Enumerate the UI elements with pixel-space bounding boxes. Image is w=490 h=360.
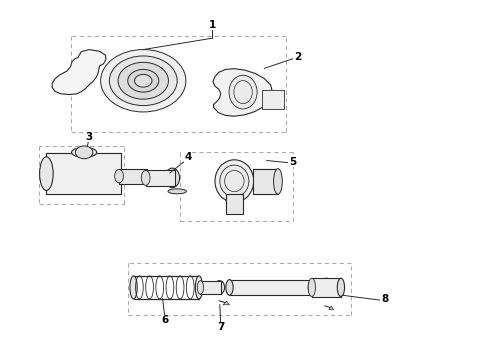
Ellipse shape (226, 280, 233, 295)
Text: 3: 3 (85, 132, 93, 142)
Bar (119, 168, 147, 184)
Ellipse shape (308, 278, 316, 297)
Ellipse shape (141, 170, 150, 185)
Ellipse shape (215, 160, 254, 202)
Ellipse shape (40, 157, 53, 190)
Text: 2: 2 (294, 51, 301, 62)
Ellipse shape (196, 276, 202, 299)
Polygon shape (223, 301, 229, 305)
Circle shape (100, 50, 186, 112)
Ellipse shape (130, 276, 137, 299)
Ellipse shape (337, 278, 344, 297)
Circle shape (75, 146, 93, 159)
Polygon shape (52, 50, 106, 95)
Bar (229, 280, 312, 295)
Ellipse shape (165, 168, 180, 188)
Bar (47, 153, 122, 194)
Ellipse shape (273, 168, 282, 194)
Ellipse shape (308, 280, 316, 295)
Polygon shape (329, 306, 334, 310)
Text: 7: 7 (217, 323, 224, 332)
Ellipse shape (72, 147, 97, 157)
Circle shape (118, 62, 169, 99)
Text: 5: 5 (289, 157, 296, 167)
Bar (253, 168, 278, 194)
Circle shape (109, 56, 177, 105)
Text: 1: 1 (208, 20, 216, 30)
Circle shape (135, 75, 152, 87)
Circle shape (128, 69, 159, 92)
Ellipse shape (115, 169, 123, 183)
Ellipse shape (220, 165, 249, 197)
Text: 6: 6 (161, 315, 169, 325)
Bar (200, 281, 221, 294)
Bar (262, 90, 284, 109)
Text: 4: 4 (184, 152, 192, 162)
Bar (312, 278, 341, 297)
Ellipse shape (197, 281, 203, 294)
Bar (146, 170, 175, 186)
Ellipse shape (168, 189, 186, 194)
Text: 8: 8 (381, 294, 388, 305)
Bar (225, 194, 243, 214)
Ellipse shape (321, 278, 332, 297)
Polygon shape (213, 69, 272, 116)
Ellipse shape (229, 75, 257, 109)
Ellipse shape (214, 281, 224, 294)
